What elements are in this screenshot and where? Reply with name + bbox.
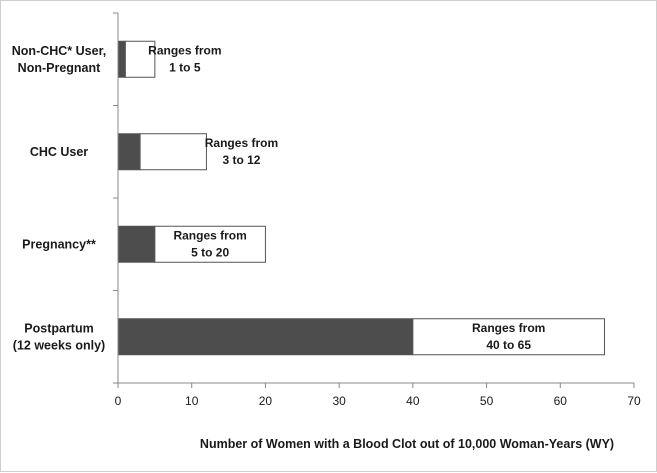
category-labels: Non-CHC* User, Non-Pregnant CHC User Pregna… (12, 44, 106, 353)
bar-segment-range (139, 133, 207, 171)
bars (117, 40, 606, 356)
category-label: Non-Pregnant (18, 61, 101, 75)
category-label: Pregnancy** (22, 237, 96, 251)
bar-segment-point-estimate (117, 318, 414, 356)
x-tick-label: 50 (480, 394, 494, 408)
category-label: Non-CHC* User, (12, 44, 106, 58)
range-label: Ranges from (472, 321, 545, 335)
x-tick-label: 20 (259, 394, 273, 408)
range-labels: Ranges from 1 to 5 Ranges from 3 to 12 Range… (148, 43, 545, 352)
x-tick-label: 60 (554, 394, 568, 408)
range-label: 5 to 20 (191, 245, 229, 259)
range-label: Ranges from (205, 136, 278, 150)
bar-segment-point-estimate (117, 133, 141, 171)
category-label: CHC User (30, 145, 88, 159)
range-label: 40 to 65 (486, 338, 531, 352)
bar-segment-point-estimate (117, 40, 126, 78)
axes (113, 12, 634, 384)
bar-segment-point-estimate (117, 225, 156, 263)
category-label: (12 weeks only) (13, 338, 105, 352)
x-axis-title: Number of Women with a Blood Clot out of… (200, 437, 614, 451)
category-label: Postpartum (24, 321, 93, 335)
range-label: Ranges from (173, 228, 246, 242)
range-label: 3 to 12 (222, 153, 260, 167)
x-tick-label: 70 (627, 394, 641, 408)
x-tick-label: 30 (332, 394, 346, 408)
x-tick-label: 40 (406, 394, 420, 408)
bar-segment-range (412, 318, 606, 356)
x-tick-label: 10 (185, 394, 199, 408)
range-label: Ranges from (148, 43, 221, 57)
x-tick-label: 0 (115, 394, 122, 408)
bar-segment-range (124, 40, 156, 78)
bar-segment-range (154, 225, 266, 263)
x-ticks: 0 10 20 30 40 50 60 70 (115, 383, 641, 408)
range-label: 1 to 5 (169, 60, 201, 74)
